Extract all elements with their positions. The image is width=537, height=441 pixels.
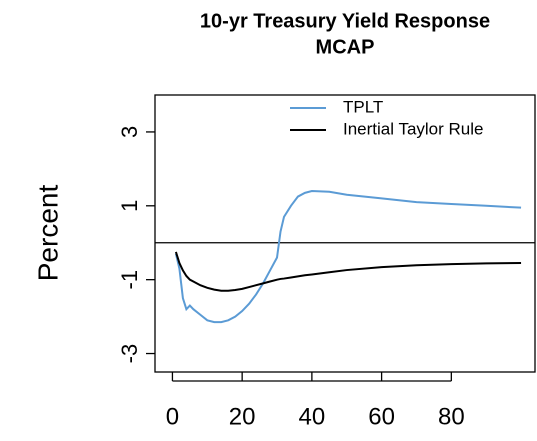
- series-line: [174, 190, 522, 324]
- chart-title: 10-yr Treasury Yield Response: [200, 10, 490, 32]
- y-tick-label: 3: [117, 126, 142, 138]
- x-tick-label: 80: [438, 403, 465, 430]
- x-tick-label: 40: [299, 403, 326, 430]
- x-tick-label: 60: [368, 403, 395, 430]
- x-tick-label: 20: [229, 403, 256, 430]
- series-line: [174, 251, 522, 292]
- x-tick-label: 0: [166, 403, 179, 430]
- chart-subtitle: MCAP: [316, 36, 375, 58]
- legend-label: TPLT: [343, 97, 383, 116]
- plot-frame: [154, 94, 536, 373]
- y-axis-label: Percent: [32, 185, 63, 282]
- y-tick-label: -1: [117, 270, 142, 290]
- y-tick-label: 1: [117, 200, 142, 212]
- y-tick-label: -3: [117, 344, 142, 364]
- legend-label: Inertial Taylor Rule: [343, 119, 483, 138]
